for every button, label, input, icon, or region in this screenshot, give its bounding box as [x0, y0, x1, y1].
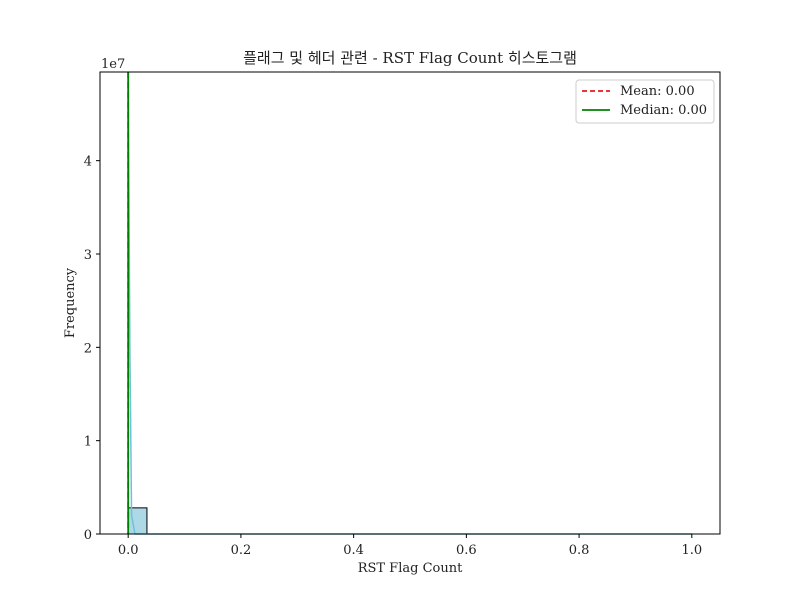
chart-title: 플래그 및 헤더 관련 - RST Flag Count 히스토그램: [243, 49, 577, 67]
y-tick-label: 3: [84, 248, 92, 263]
y-tick-label: 4: [84, 155, 92, 170]
plot-content: [127, 71, 693, 535]
y-tick-label: 0: [84, 528, 92, 543]
x-tick-label: 0.2: [231, 543, 252, 558]
x-axis-ticks: 0.0 0.2 0.4 0.6 0.8 1.0: [118, 534, 702, 558]
legend-median-label: Median: 0.00: [620, 103, 707, 118]
legend-box: [575, 79, 715, 124]
x-tick-label: 1.0: [681, 543, 702, 558]
legend-mean-label: Mean: 0.00: [620, 84, 695, 99]
x-tick-label: 0.0: [118, 543, 139, 558]
y-axis-ticks: 0 1 2 3 4: [84, 155, 100, 543]
x-tick-label: 0.6: [456, 543, 477, 558]
y-tick-label: 1: [84, 435, 92, 450]
y-offset-label: 1e7: [101, 57, 125, 72]
y-tick-label: 2: [84, 341, 92, 356]
plot-frame: [99, 71, 721, 535]
x-tick-label: 0.4: [343, 543, 364, 558]
y-axis-label: Frequency: [63, 267, 78, 338]
legend: Mean: 0.00 Median: 0.00: [575, 79, 715, 124]
x-axis-label: RST Flag Count: [358, 561, 463, 576]
x-tick-label: 0.8: [569, 543, 590, 558]
kde-curve: [127, 71, 692, 535]
